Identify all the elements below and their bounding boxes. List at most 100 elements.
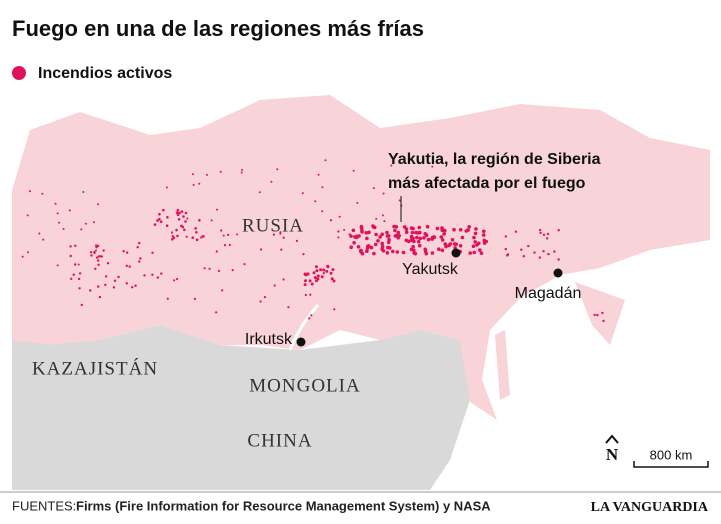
fire-point [171, 238, 174, 241]
fire-point [198, 219, 201, 222]
fire-point [68, 209, 71, 212]
fire-point [89, 289, 92, 292]
fire-point [412, 239, 416, 244]
fire-point [166, 297, 169, 300]
fire-point [321, 210, 324, 213]
fire-point [376, 239, 380, 243]
fire-point [356, 245, 361, 249]
fire-point [216, 208, 218, 211]
fire-point [439, 235, 444, 239]
fire-point [349, 245, 354, 249]
fire-point [390, 164, 393, 167]
fire-point [426, 237, 431, 242]
sources: Firms (Fire Information for Resource Man… [76, 498, 491, 513]
fire-point [314, 200, 317, 203]
fire-point [364, 231, 369, 235]
fire-point [329, 271, 333, 275]
fire-point [315, 269, 319, 273]
fire-point [527, 244, 530, 248]
fire-point [321, 186, 324, 189]
fire-point [273, 284, 276, 287]
fire-point [206, 173, 208, 176]
fire-point [125, 264, 128, 267]
fire-point [373, 242, 378, 247]
fire-point [310, 282, 314, 286]
fire-point [82, 191, 85, 193]
fire-point [458, 244, 463, 248]
fire-point [74, 244, 77, 247]
fire-point [372, 251, 376, 256]
fire-point [415, 235, 419, 240]
fire-point [259, 300, 262, 303]
north-label: N [606, 445, 619, 464]
fire-point [417, 225, 422, 230]
fire-point [95, 256, 99, 259]
fire-point [78, 272, 82, 275]
fire-point [171, 235, 174, 238]
fire-point [95, 249, 97, 252]
fire-point [77, 263, 80, 266]
fire-point [97, 203, 99, 206]
fire-point [546, 232, 550, 236]
fire-point [356, 201, 359, 204]
fire-point [98, 295, 102, 299]
fire-point [309, 293, 312, 296]
fire-point [175, 228, 178, 232]
fire-point [514, 230, 518, 233]
fire-point [386, 245, 390, 250]
fire-point [533, 251, 536, 254]
fire-point [310, 314, 313, 317]
fire-point [332, 279, 336, 283]
fire-point [401, 250, 406, 255]
fire-point [62, 228, 65, 230]
fire-point [374, 232, 378, 237]
fire-point [112, 286, 116, 289]
fire-point [385, 230, 389, 235]
fire-point [270, 180, 273, 183]
fire-point [416, 231, 420, 235]
fire-point [97, 285, 100, 288]
fire-point [54, 202, 57, 205]
fire-point [381, 214, 384, 217]
fire-point [464, 229, 469, 233]
fire-point [371, 224, 375, 228]
annotation: Yakutia, la región de Siberia [388, 151, 601, 168]
fire-point [417, 243, 422, 248]
fire-point [104, 283, 107, 287]
fire-point [158, 217, 161, 221]
fire-point [222, 234, 225, 237]
fire-point [394, 225, 399, 229]
fire-point [177, 218, 181, 221]
fire-point [393, 228, 397, 233]
fire-point [166, 216, 169, 219]
fire-point [369, 245, 374, 250]
fire-point [440, 238, 445, 242]
fire-point [94, 267, 97, 270]
fire-point [153, 223, 157, 226]
fire-point [173, 279, 176, 282]
fire-point [170, 231, 174, 234]
fire-point [467, 225, 472, 229]
fire-point [473, 231, 478, 236]
fire-point [93, 250, 96, 254]
fire-point [553, 250, 556, 253]
fire-point [330, 277, 334, 281]
fire-point [227, 233, 230, 236]
fire-point [359, 226, 364, 230]
fire-point [452, 227, 456, 232]
fire-point [343, 228, 346, 231]
fire-point [365, 236, 369, 241]
fire-point [473, 240, 478, 244]
fire-point [308, 279, 312, 283]
fire-point [151, 273, 154, 276]
fire-point [106, 262, 110, 265]
fire-point [481, 233, 486, 237]
fire-point [186, 217, 189, 220]
fire-point [359, 248, 363, 253]
fire-point [380, 244, 385, 249]
sources-label: FUENTES: [12, 498, 76, 513]
fire-point [404, 230, 409, 235]
fire-point [263, 296, 266, 299]
fire-point [380, 232, 385, 237]
fire-point [410, 230, 415, 235]
